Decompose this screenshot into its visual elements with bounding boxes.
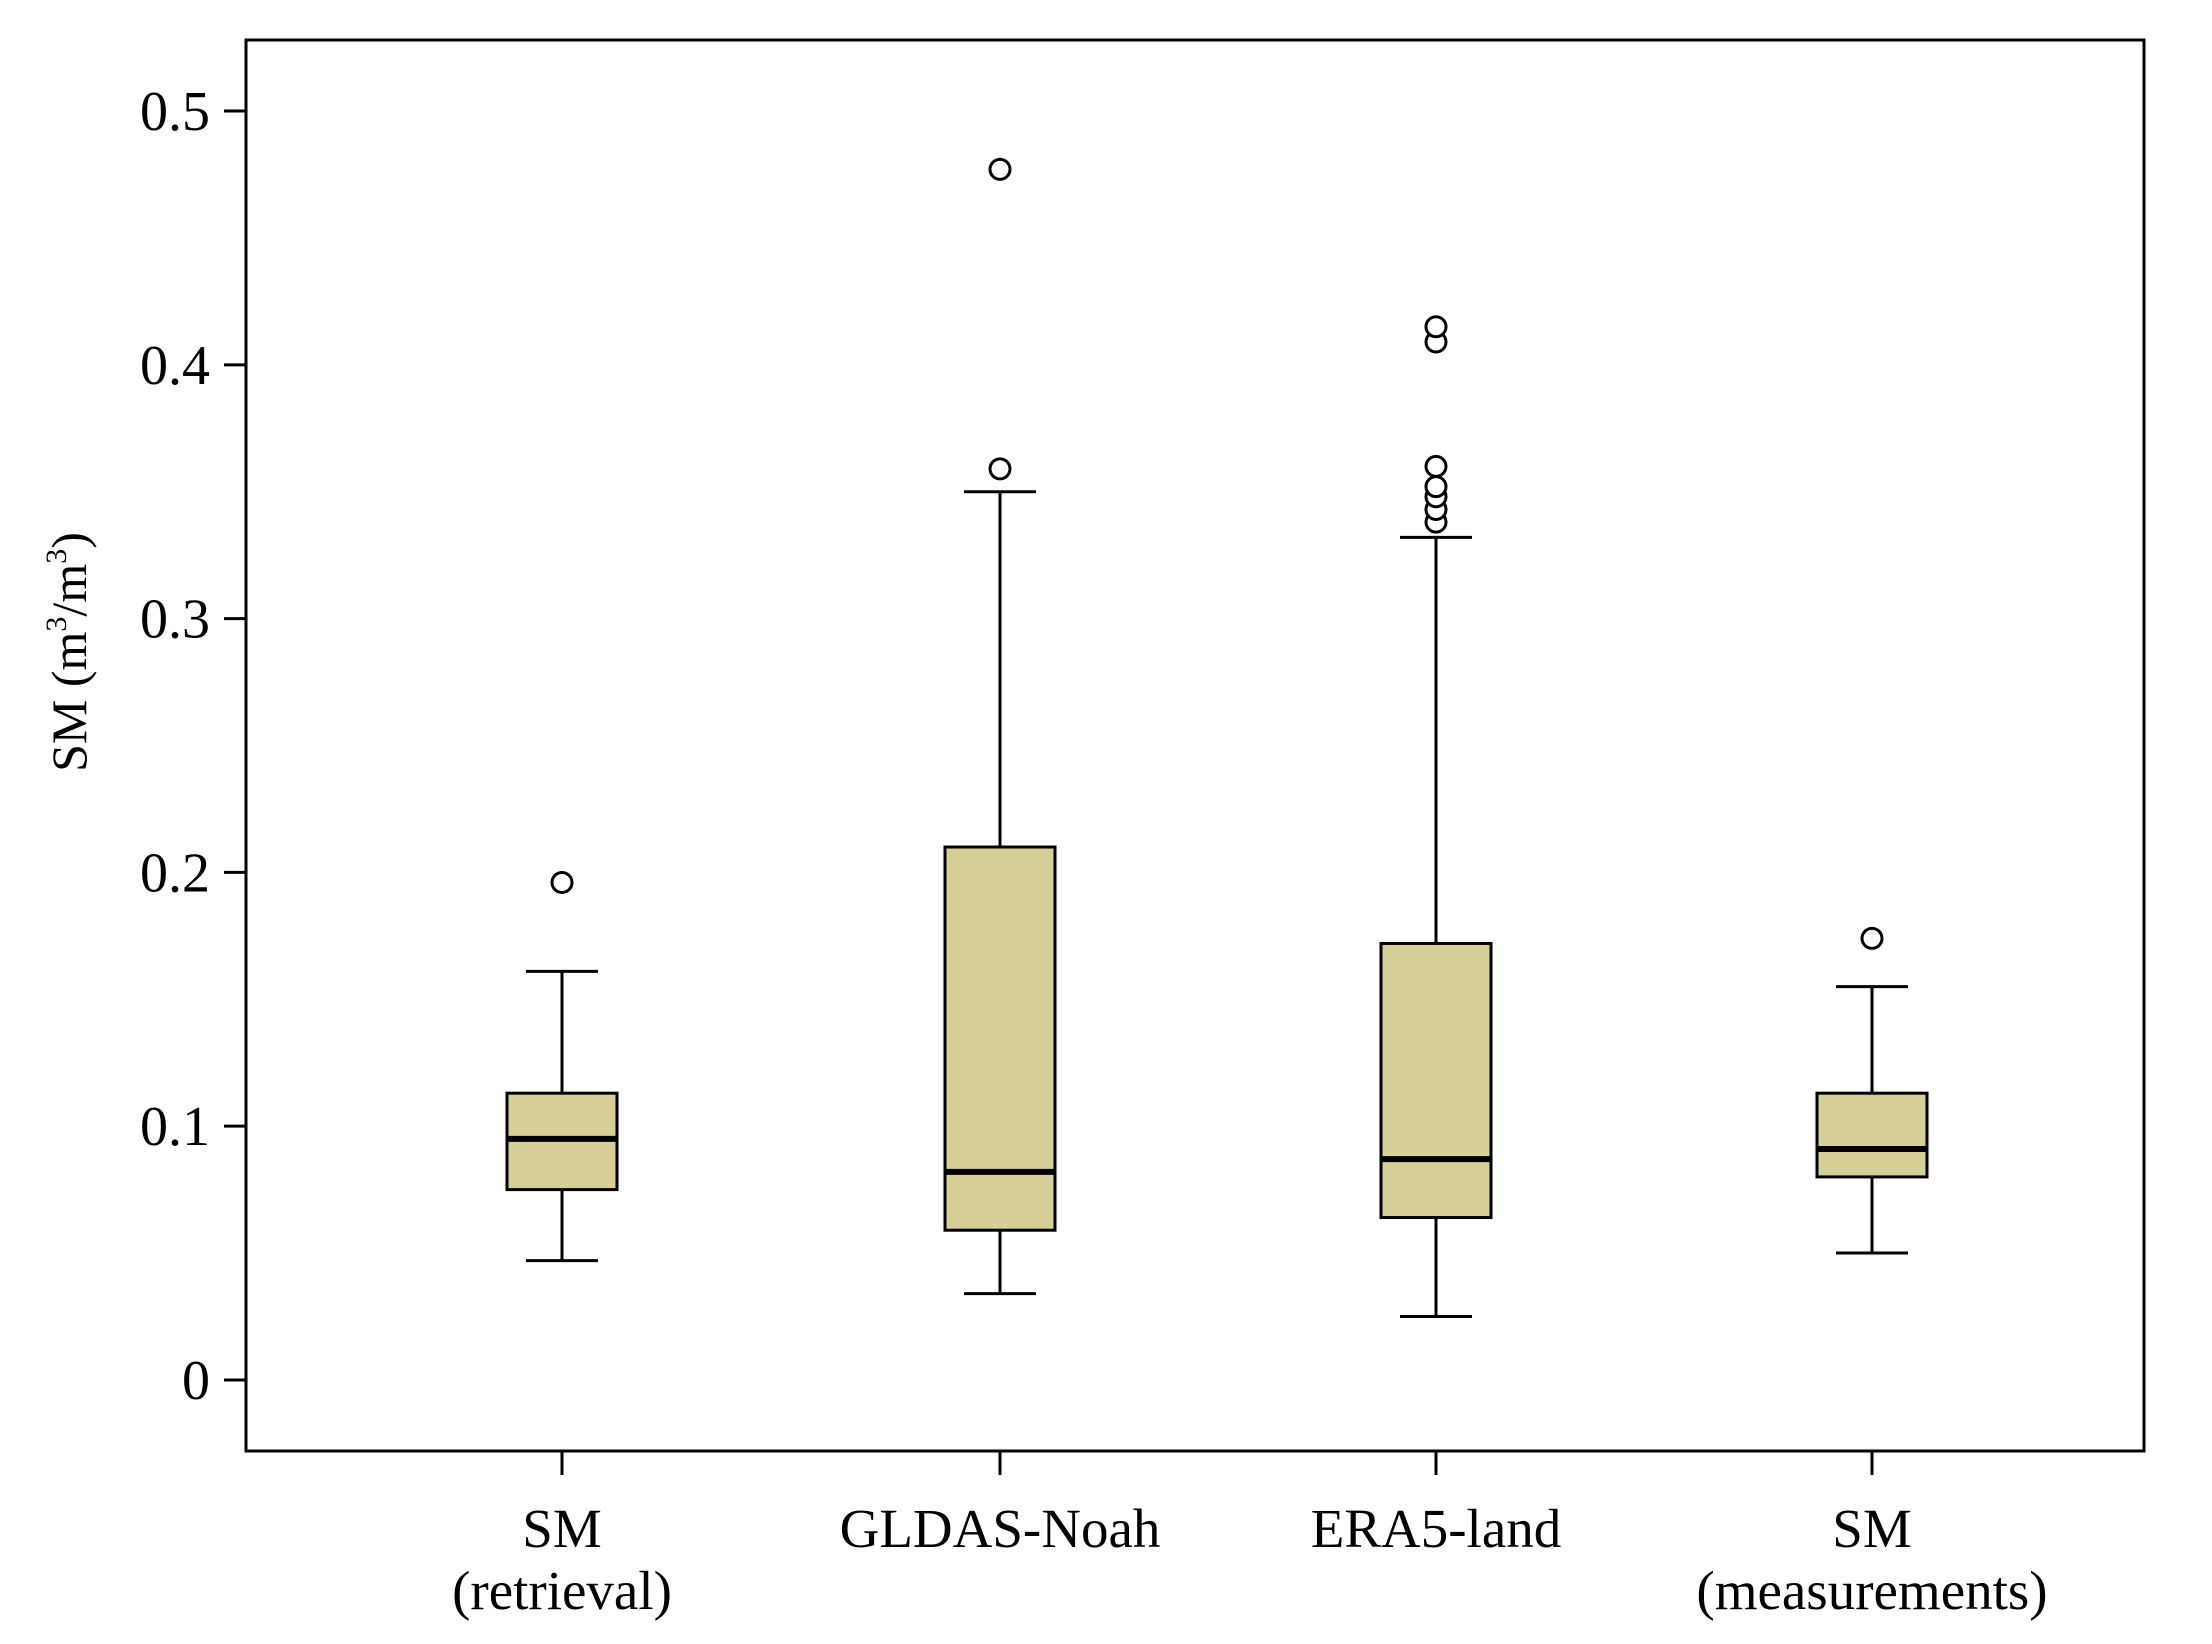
outlier-point	[1424, 315, 1448, 339]
y-tick-label: 0.2	[140, 842, 210, 904]
outlier-point	[1860, 926, 1884, 950]
y-tick-label: 0.5	[140, 81, 210, 143]
y-tick-label: 0.1	[140, 1096, 210, 1158]
interquartile-box	[943, 845, 1057, 1232]
y-tick-label: 0.4	[140, 335, 210, 397]
y-axis-title-prefix: SM (m	[41, 631, 97, 771]
y-tick-label: 0	[182, 1350, 210, 1412]
y-tick-label: 0.3	[140, 589, 210, 651]
y-axis-title-superscript: 3	[40, 617, 73, 632]
interquartile-box	[1379, 941, 1493, 1220]
y-axis-title-suffix: )	[41, 532, 97, 549]
box-era5-land	[1379, 315, 1493, 1318]
box-gldas-noah	[943, 157, 1057, 1296]
interquartile-box	[1815, 1091, 1929, 1179]
box-series	[505, 157, 1929, 1318]
x-category-label: SM	[522, 1498, 602, 1559]
plot-area-frame	[244, 38, 2146, 1453]
x-category-label: (measurements)	[1696, 1560, 2047, 1621]
x-category-label: (retrieval)	[452, 1560, 672, 1621]
box-sm-retrieval	[505, 871, 619, 1263]
y-axis: 0 0.1 0.2 0.3 0.4 0.5	[140, 81, 246, 1412]
outlier-point	[988, 457, 1012, 481]
outlier-point	[988, 157, 1012, 181]
outlier-point	[1424, 454, 1448, 478]
x-category-label: ERA5-land	[1311, 1498, 1562, 1559]
x-category-label: SM	[1832, 1498, 1912, 1559]
outlier-point	[550, 871, 574, 895]
outlier-point	[1424, 475, 1448, 499]
x-category-label: GLDAS-Noah	[840, 1498, 1161, 1559]
box-sm-measurements	[1815, 926, 1929, 1255]
y-axis-title-superscript: 3	[40, 549, 73, 564]
x-axis: SM(retrieval)GLDAS-Noah ERA5-land SM(measu…	[452, 1451, 2048, 1621]
y-axis-title: SM (m3/m3)	[40, 532, 97, 772]
y-axis-title-middle: /m	[41, 564, 97, 617]
